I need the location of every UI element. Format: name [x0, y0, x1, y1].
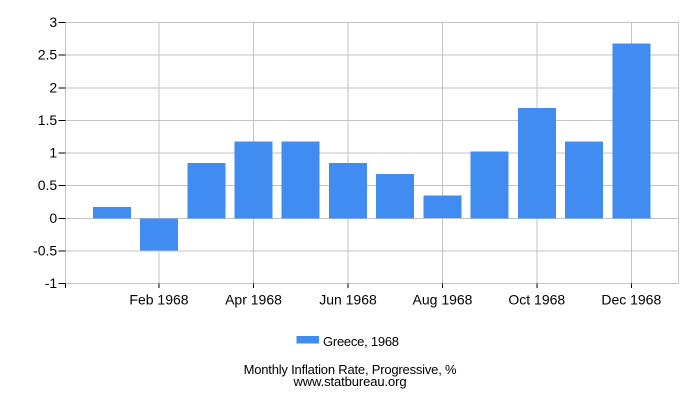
svg-text:Greece, 1968: Greece, 1968 [323, 334, 399, 349]
svg-text:Aug 1968: Aug 1968 [413, 292, 473, 308]
svg-text:www.statbureau.org: www.statbureau.org [292, 374, 406, 389]
svg-text:2.5: 2.5 [38, 47, 58, 63]
svg-text:Jun 1968: Jun 1968 [319, 292, 377, 308]
svg-text:1.5: 1.5 [38, 112, 58, 128]
svg-text:2: 2 [49, 79, 57, 95]
svg-text:Apr 1968: Apr 1968 [225, 292, 282, 308]
svg-text:-1: -1 [45, 275, 58, 291]
svg-text:Dec 1968: Dec 1968 [601, 292, 661, 308]
svg-text:1: 1 [49, 145, 57, 161]
svg-text:-0.5: -0.5 [33, 242, 57, 258]
svg-text:0.5: 0.5 [38, 177, 58, 193]
svg-text:Oct 1968: Oct 1968 [508, 292, 565, 308]
svg-text:Monthly Inflation Rate, Progre: Monthly Inflation Rate, Progressive, % [244, 362, 457, 377]
svg-text:Feb 1968: Feb 1968 [129, 292, 188, 308]
svg-text:3: 3 [49, 14, 57, 30]
svg-text:0: 0 [49, 210, 57, 226]
